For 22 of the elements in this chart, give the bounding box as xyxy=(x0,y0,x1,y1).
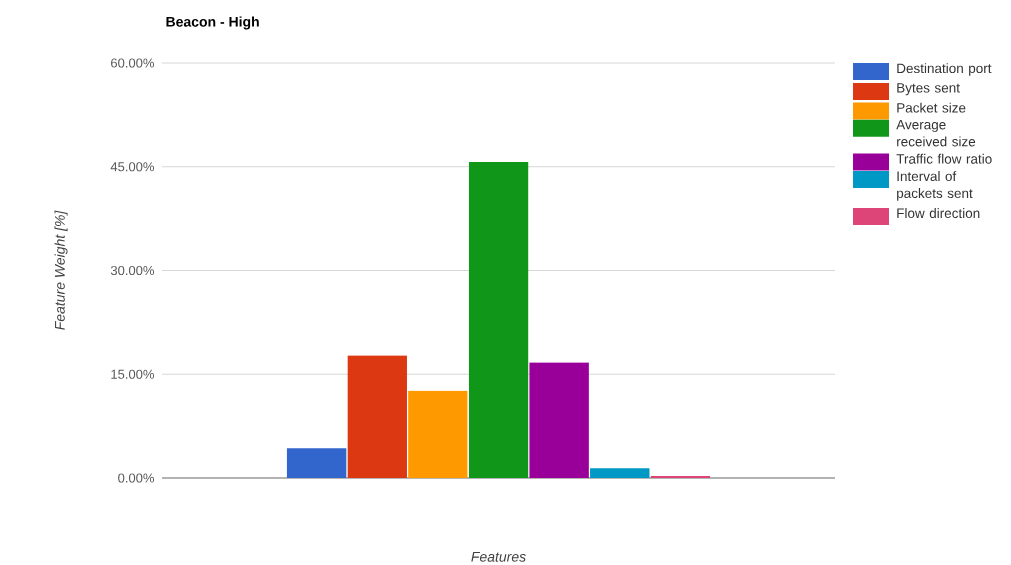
x-axis-title: Features xyxy=(471,551,526,562)
legend-label: Average received size xyxy=(896,119,976,147)
legend-label: Flow direction xyxy=(897,208,980,219)
legend-label: Packet size xyxy=(897,102,966,113)
y-tick-label: 30.00% xyxy=(110,265,155,276)
chart-title: Beacon - High xyxy=(166,16,259,30)
bar xyxy=(408,390,468,478)
y-axis-title: Feature Weight [%] xyxy=(54,210,68,330)
legend-label: Interval of packets sent xyxy=(897,171,973,201)
y-tick-label: 15.00% xyxy=(111,369,155,379)
bar xyxy=(650,475,711,478)
legend-label: Bytes sent xyxy=(897,83,960,96)
y-tick-label: 60.00% xyxy=(111,58,155,68)
y-tick-label: 0.00% xyxy=(118,473,155,483)
bar xyxy=(286,448,347,478)
bar xyxy=(468,161,529,478)
legend-label: Traffic flow ratio xyxy=(896,153,992,164)
y-tick-label: 45.00% xyxy=(110,162,155,172)
bar xyxy=(529,362,589,478)
legend-label: Destination port xyxy=(897,63,992,76)
bar xyxy=(590,468,650,478)
bar xyxy=(347,355,407,478)
